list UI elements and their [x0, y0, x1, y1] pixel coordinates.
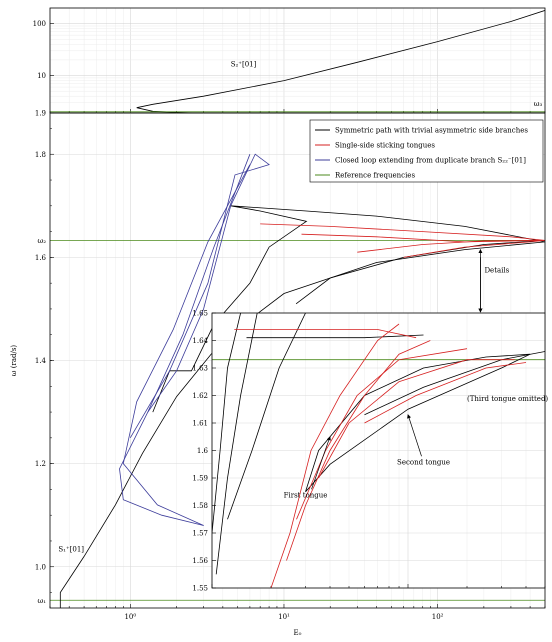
- series-line-6: [403, 240, 545, 258]
- series-line-7: [270, 323, 400, 588]
- y-tick-label: 1.6: [35, 254, 47, 262]
- series-line-2: [215, 313, 258, 575]
- series-line-8: [122, 164, 251, 526]
- series-line-3: [227, 313, 306, 520]
- inset-y-tick-label: 1.65: [192, 310, 208, 318]
- inset-annotation-2: (Third tongue omitted): [467, 395, 548, 403]
- series-line-5: [357, 240, 545, 253]
- series-line-1: [212, 313, 241, 534]
- y-axis-label: ω (rad/s): [10, 345, 18, 377]
- main-annotation-0: S₁⁺[01]: [58, 545, 84, 553]
- series-line-6: [246, 334, 424, 339]
- legend-entry-3: Reference frequencies: [335, 172, 415, 180]
- inset-annotation-arrow-1: [407, 414, 422, 457]
- series-line-5: [364, 351, 545, 416]
- inset-y-tick-label: 1.57: [192, 530, 208, 538]
- x-tick-label: 10²: [432, 613, 444, 621]
- y-tick-label: 1.9: [35, 110, 46, 118]
- series-line-0: [136, 10, 545, 113]
- inset-y-tick-label: 1.55: [192, 585, 208, 593]
- legend-entry-0: Symmetric path with trivial asymmetric s…: [335, 127, 528, 135]
- series-line-8: [286, 340, 431, 561]
- series-line-7: [119, 154, 251, 526]
- y-tick-label: 10: [37, 72, 46, 80]
- series-line-4: [301, 233, 545, 243]
- inset-y-tick-label: 1.56: [192, 557, 208, 565]
- series-line-9: [296, 348, 468, 520]
- y-tick-label: 1.2: [35, 460, 46, 468]
- top-panel: 1.9 10 100 S₂⁺[01] ω₃: [33, 7, 546, 118]
- top-annotation-0: S₂⁺[01]: [231, 60, 257, 68]
- inset-panel: 1.55 1.56 1.57 1.58 1.59 1.6 1.61 1.62 1.63 1.64 1…: [192, 310, 548, 593]
- legend-entry-1: Single-side sticking tongues: [335, 142, 435, 150]
- series-line-11: [234, 329, 417, 339]
- inset-y-tick-label: 1.61: [192, 420, 208, 428]
- series-line-0: [59, 241, 545, 608]
- series-line-9: [129, 153, 270, 439]
- legend-box: [309, 119, 544, 183]
- series-line-1: [152, 205, 545, 413]
- inset-frame: [211, 312, 546, 589]
- series-line-3: [260, 223, 545, 241]
- inset-y-tick-label: 1.6: [197, 447, 209, 455]
- inset-y-tick-label: 1.59: [192, 475, 208, 483]
- legend-entry-2: Closed loop extending from duplicate bra…: [335, 157, 526, 165]
- y-tick-label: 100: [33, 20, 46, 28]
- details-label: Details: [484, 266, 509, 274]
- series-line-12: [364, 362, 527, 424]
- top-annotation-1: ω₃: [534, 100, 543, 108]
- inset-y-tick-label: 1.58: [192, 502, 208, 510]
- y-tick-label: 1.4: [35, 357, 47, 365]
- inset-annotation-0: First tongue: [284, 491, 328, 499]
- x-tick-label: 10¹: [278, 613, 290, 621]
- inset-y-tick-label: 1.64: [192, 337, 208, 345]
- inset-y-tick-label: 1.63: [192, 365, 208, 373]
- x-axis-label: E₀: [294, 629, 302, 637]
- y-tick-label: 1.8: [35, 151, 46, 159]
- inset-annotation-1: Second tongue: [397, 458, 450, 466]
- legend: Symmetric path with trivial asymmetric s…: [309, 119, 544, 183]
- reference-label-0: ω₁: [37, 597, 46, 605]
- x-tick-label: 10⁰: [124, 613, 136, 621]
- inset-annotation-arrow-0: [311, 436, 331, 490]
- series-line-10: [318, 359, 515, 479]
- y-tick-label: 1.0: [35, 563, 46, 571]
- inset-y-tick-label: 1.62: [192, 392, 208, 400]
- reference-label-1: ω₂: [37, 237, 46, 245]
